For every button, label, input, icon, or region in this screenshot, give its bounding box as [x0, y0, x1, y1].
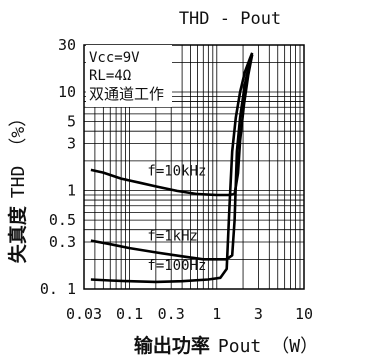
x-tick-label: 10 — [295, 305, 313, 323]
y-axis-label-prefix: 失真度 — [6, 205, 29, 263]
x-tick-label: 3 — [254, 305, 263, 323]
x-tick-label: 1 — [212, 305, 221, 323]
x-tick-label: 0.3 — [158, 305, 185, 323]
x-axis-label: 输出功率 Pout （W） — [134, 334, 318, 357]
y-tick-label: 0.5 — [49, 211, 76, 229]
condition-rl: RL=4Ω — [89, 68, 131, 84]
y-axis-label-quantity: THD — [8, 166, 29, 199]
x-tick-label: 0.03 — [66, 305, 102, 323]
conditions-backdrop — [86, 45, 172, 107]
y-tick-label: 5 — [67, 113, 76, 131]
x-axis-label-unit: （W） — [271, 336, 318, 357]
x-axis-label-quantity: Pout — [218, 336, 261, 357]
x-axis-label-prefix: 输出功率 — [134, 334, 210, 357]
y-tick-label: 10 — [58, 83, 76, 101]
y-axis-label: 失真度 THD （%） — [6, 109, 29, 263]
y-tick-label: 0. 1 — [40, 280, 76, 298]
series-label-1: f=1kHz — [147, 229, 198, 245]
y-axis-label-unit: （%） — [8, 109, 29, 156]
y-tick-label: 30 — [58, 36, 76, 54]
series-label-2: f=100Hz — [147, 258, 206, 274]
conditions-note: Vcc=9V RL=4Ω 双通道工作 — [86, 45, 172, 107]
y-tick-label: 1 — [67, 181, 76, 199]
condition-mode: 双通道工作 — [89, 85, 164, 103]
plot-frame — [83, 44, 305, 290]
series-line-2 — [90, 52, 254, 284]
series-line-0 — [90, 54, 254, 197]
chart-title: THD - Pout — [179, 9, 281, 29]
curves — [90, 52, 254, 284]
y-tick-label: 3 — [67, 135, 76, 153]
tick-labels: 0.03 0.1 0.3 1 3 10 0. 1 0.3 0.5 1 3 5 10 30 — [40, 36, 313, 323]
y-tick-label: 0.3 — [49, 233, 76, 251]
condition-vcc: Vcc=9V — [89, 50, 140, 66]
x-tick-label: 0.1 — [116, 305, 143, 323]
series-label-0: f=10kHz — [147, 164, 206, 180]
series-labels: f=10kHz f=1kHz f=100Hz — [147, 164, 206, 274]
